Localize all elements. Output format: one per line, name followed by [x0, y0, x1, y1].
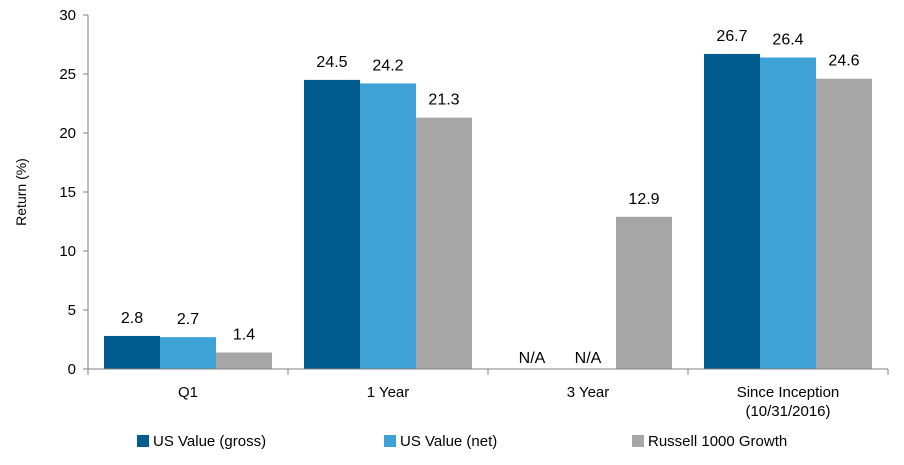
y-tick-label: 30: [59, 7, 76, 24]
data-label: N/A: [575, 350, 602, 367]
bar: [216, 352, 272, 369]
y-axis: 0 5 10 15 20 25 30: [59, 7, 89, 378]
data-label: 12.9: [628, 191, 659, 208]
bar: [416, 117, 472, 369]
legend-swatch: [384, 435, 396, 447]
x-axis: Q1 1 Year 3 Year Since Inception (10/31/2016…: [87, 368, 889, 420]
bar: [304, 79, 360, 370]
legend-label: US Value (net): [400, 433, 497, 450]
data-label: 1.4: [233, 326, 255, 343]
legend-swatch: [137, 435, 149, 447]
data-label: 21.3: [428, 92, 459, 109]
bar: [816, 78, 872, 369]
bar: [360, 83, 416, 369]
y-tick-label: 0: [68, 361, 76, 378]
x-tick-label: 1 Year: [367, 384, 410, 401]
legend-label: Russell 1000 Growth: [648, 433, 787, 450]
y-tick-label: 15: [59, 184, 76, 201]
x-tick-label: 3 Year: [567, 384, 610, 401]
bar: [160, 337, 216, 369]
legend: US Value (gross) US Value (net) Russell 10…: [137, 433, 787, 450]
x-tick-label: Q1: [178, 384, 198, 401]
x-tick-label: Since Inception (10/31/2016): [737, 384, 840, 420]
bar: [104, 335, 160, 369]
y-tick-label: 20: [59, 125, 76, 142]
data-label: 2.8: [121, 310, 143, 327]
y-tick-label: 25: [59, 66, 76, 83]
bar: [616, 216, 672, 369]
data-label: 2.7: [177, 311, 199, 328]
data-label: 24.2: [372, 57, 403, 74]
data-label: 24.6: [828, 53, 859, 70]
data-label: N/A: [519, 350, 546, 367]
y-tick-label: 10: [59, 243, 76, 260]
data-label: 26.4: [772, 31, 803, 48]
bar: [760, 57, 816, 369]
legend-label: US Value (gross): [153, 433, 266, 450]
y-tick-label: 5: [68, 302, 76, 319]
bars: 2.8 2.7 1.4 24.5 24.2 21.3 N/A N/A 12.9 26.7 26.4 2…: [104, 28, 872, 370]
data-label: 24.5: [316, 54, 347, 71]
legend-swatch: [632, 435, 644, 447]
y-axis-title: Return (%): [13, 158, 29, 226]
bar: [704, 53, 760, 369]
data-label: 26.7: [716, 28, 747, 45]
